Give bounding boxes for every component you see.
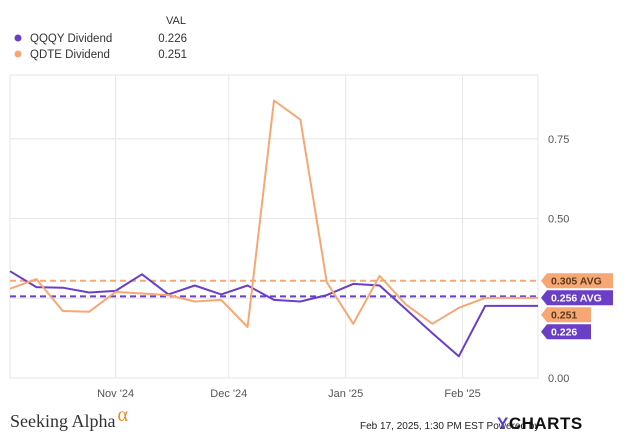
x-axis-ticks: Nov '24 Dec '24 Jan '25 Feb '25 bbox=[97, 388, 481, 400]
value-tag bbox=[541, 307, 591, 323]
legend-value-qdte: 0.251 bbox=[158, 49, 187, 61]
value-tag bbox=[541, 290, 613, 306]
y-axis-ticks: 0.000.250.500.75 bbox=[548, 134, 569, 385]
value-tag-label: 0.256 AVG bbox=[551, 293, 602, 305]
legend-header: VAL bbox=[166, 15, 186, 27]
footer-timestamp: Feb 17, 2025, 1:30 PM EST Powered by bbox=[360, 421, 540, 432]
x-tick-label: Nov '24 bbox=[97, 388, 134, 400]
x-tick-label: Dec '24 bbox=[210, 388, 247, 400]
legend-marker-qqqy bbox=[14, 34, 22, 42]
x-tick-label: Feb '25 bbox=[444, 388, 480, 400]
legend: VAL QQQY Dividend 0.226 QDTE Dividend 0.… bbox=[14, 15, 187, 61]
value-tag-label: 0.305 AVG bbox=[551, 276, 602, 288]
plot-frame bbox=[9, 74, 539, 379]
y-tick-label: 0.50 bbox=[548, 214, 569, 226]
ycharts-y: Y bbox=[497, 414, 509, 433]
series-lines bbox=[9, 99, 538, 358]
average-lines bbox=[10, 279, 538, 298]
ycharts-text: CHARTS bbox=[508, 414, 583, 433]
value-tag bbox=[541, 273, 613, 289]
value-tag-label: 0.226 bbox=[551, 327, 577, 339]
y-tick-label: 0.00 bbox=[548, 373, 569, 385]
series-line-qqqy bbox=[9, 270, 538, 358]
legend-label-qdte: QDTE Dividend bbox=[30, 49, 110, 61]
series-line-qdte bbox=[9, 99, 538, 328]
y-tick-label: 0.75 bbox=[548, 134, 569, 146]
seeking-alpha-text: Seeking Alpha bbox=[10, 411, 116, 431]
value-tag bbox=[541, 324, 591, 340]
ycharts-logo: YCHARTS bbox=[497, 414, 583, 434]
x-tick-label: Jan '25 bbox=[328, 388, 363, 400]
value-tags: 0.305 AVG 0.256 AVG 0.251 0.226 bbox=[541, 273, 613, 340]
grid bbox=[9, 74, 539, 379]
seeking-alpha-logo: Seeking Alpha α bbox=[10, 404, 128, 433]
legend-value-qqqy: 0.226 bbox=[158, 33, 187, 45]
value-tag-label: 0.251 bbox=[551, 310, 577, 322]
legend-label-qqqy: QQQY Dividend bbox=[30, 33, 112, 45]
alpha-mark: α bbox=[117, 404, 128, 426]
legend-marker-qdte bbox=[14, 50, 22, 58]
